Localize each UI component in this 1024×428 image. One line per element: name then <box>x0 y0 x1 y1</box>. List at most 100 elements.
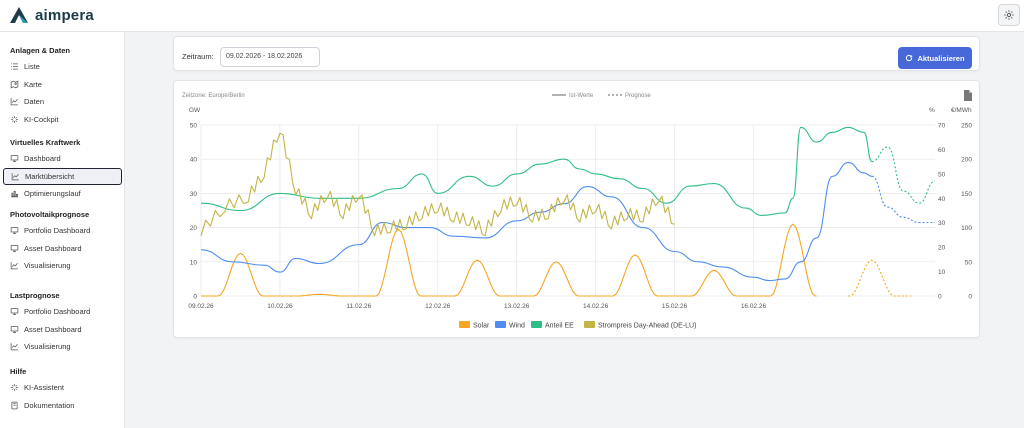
sidebar-item-portfolio-dashboard[interactable]: Portfolio Dashboard <box>3 303 122 320</box>
sidebar-item-label: Visualisierung <box>24 261 71 270</box>
legend-label: Anteil EE <box>545 323 574 330</box>
date-range-input[interactable]: 09.02.2026 - 18.02.2026 <box>220 47 320 67</box>
right-tick-label-percent: 30 <box>938 220 946 227</box>
sidebar-item-visualisierung[interactable]: Visualisierung <box>3 338 122 355</box>
chart-card: Zeitzone: Europe/Berlin Ist-Werte Prognose… <box>173 80 980 338</box>
sidebar-item-visualisierung[interactable]: Visualisierung <box>3 257 122 274</box>
sidebar-item-karte[interactable]: Karte <box>3 76 122 93</box>
sidebar-item-label: Portfolio Dashboard <box>24 307 91 316</box>
x-tick-label: 13.02.26 <box>504 303 530 310</box>
monitor-icon <box>10 227 19 234</box>
chart-icon <box>10 343 18 351</box>
refresh-icon <box>906 54 913 62</box>
sidebar-item-label: KI-Assistent <box>24 383 65 392</box>
sidebar-item-portfolio-dashboard[interactable]: Portfolio Dashboard <box>3 222 122 239</box>
left-tick-label: 30 <box>190 191 198 198</box>
series-line-anteil-ee <box>200 126 873 216</box>
legend-label: Wind <box>509 323 525 330</box>
filter-card: Zeitraum: 09.02.2026 - 18.02.2026 Aktual… <box>173 36 980 71</box>
sidebar-item-dokumentation[interactable]: Dokumentation <box>3 397 122 414</box>
right-tick-label-percent: 0 <box>938 294 942 301</box>
top-bar: aimpera <box>0 0 1024 32</box>
sidebar-item-dashboard[interactable]: Dashboard <box>3 150 122 167</box>
sidebar-item-label: Dashboard <box>24 154 61 163</box>
sidebar-section-title: Virtuelles Kraftwerk <box>10 138 81 147</box>
sidebar-section-title: Hilfe <box>10 367 27 376</box>
right-tick-label-price: 0 <box>968 294 972 301</box>
x-tick-label: 16.02.26 <box>741 303 767 310</box>
sidebar-item-daten[interactable]: Daten <box>3 93 122 110</box>
legend-swatch <box>495 321 506 328</box>
bar-chart-icon <box>11 190 18 198</box>
legend-label: Strompreis Day-Ahead (DE-LU) <box>598 323 696 330</box>
sidebar-item-ki-assistent[interactable]: KI-Assistent <box>3 379 122 396</box>
legend-swatch <box>584 321 595 328</box>
sidebar-item-optimierungslauf[interactable]: Optimierungslauf <box>3 185 122 202</box>
sidebar-item-label: Dokumentation <box>24 400 75 410</box>
timezone-label: Zeitzone: Europe/Berlin <box>182 93 245 99</box>
series-forecast-anteil-ee <box>871 146 936 204</box>
legend-swatch <box>459 321 470 328</box>
sidebar-section-title: Anlagen & Daten <box>10 46 71 55</box>
sidebar-item-label: Optimierungslauf <box>24 189 81 198</box>
chart-icon <box>11 172 19 180</box>
right-tick-label-percent: 40 <box>938 196 946 203</box>
app-name: aimpera <box>35 6 94 24</box>
right-axis-unit-price: €/MWh <box>951 107 972 114</box>
left-tick-label: 10 <box>190 259 198 266</box>
series-line-wind <box>200 162 872 282</box>
right-axis-unit-percent: % <box>929 107 935 114</box>
sidebar: Anlagen & Daten Liste Karte Daten KI-Cockpit… <box>0 32 125 428</box>
series-forecast-solar <box>848 259 912 297</box>
x-tick-label: 11.02.26 <box>346 303 371 310</box>
book-icon <box>11 401 18 409</box>
sidebar-item-ki-cockpit[interactable]: KI-Cockpit <box>3 111 122 128</box>
chart-icon <box>10 262 18 270</box>
right-tick-label-percent: 60 <box>938 147 946 154</box>
right-tick-label-price: 250 <box>961 123 972 130</box>
settings-button[interactable] <box>998 4 1020 26</box>
sidebar-item-label: Marktübersicht <box>25 171 75 181</box>
gear-icon <box>1004 10 1014 20</box>
sidebar-item-label: Daten <box>24 97 45 106</box>
refresh-button-label: Aktualisieren <box>917 53 965 63</box>
sidebar-item-label: KI-Cockpit <box>24 114 59 124</box>
list-icon <box>11 63 18 70</box>
monitor-icon <box>10 244 19 252</box>
market-chart: Zeitzone: Europe/Berlin Ist-Werte Prognose… <box>182 90 973 330</box>
right-tick-label-price: 200 <box>961 157 972 164</box>
sidebar-section-title: Lastprognose <box>10 291 60 300</box>
right-tick-label-percent: 70 <box>938 123 946 130</box>
right-tick-label-percent: 50 <box>938 171 946 178</box>
right-tick-label-price: 100 <box>961 225 972 232</box>
sidebar-item-label: Asset Dashboard <box>24 243 82 253</box>
right-tick-label-price: 50 <box>965 259 973 266</box>
sidebar-item-label: Visualisierung <box>24 342 71 351</box>
series-line-strompreis-day-ahead-de-lu- <box>200 132 675 237</box>
sidebar-item-label: Liste <box>24 62 40 71</box>
sidebar-item-marktübersicht[interactable]: Marktübersicht <box>3 167 122 185</box>
right-tick-label-percent: 20 <box>938 245 946 252</box>
aimpera-logo-icon <box>10 7 28 23</box>
x-tick-label: 12.02.26 <box>425 303 451 310</box>
sidebar-item-asset-dashboard[interactable]: Asset Dashboard <box>3 321 122 338</box>
sidebar-item-liste[interactable]: Liste <box>3 58 122 75</box>
map-icon <box>10 80 19 88</box>
sidebar-item-label: Asset Dashboard <box>24 324 82 334</box>
monitor-icon <box>10 325 19 333</box>
sparkle-icon <box>11 115 18 123</box>
legend-label: Solar <box>473 323 490 330</box>
right-tick-label-percent: 10 <box>938 269 946 276</box>
x-tick-label: 10.02.26 <box>267 303 293 310</box>
left-tick-label: 50 <box>190 123 198 130</box>
monitor-icon <box>10 308 19 315</box>
refresh-button[interactable]: Aktualisieren <box>898 47 972 69</box>
document-icon <box>964 90 972 101</box>
sidebar-item-asset-dashboard[interactable]: Asset Dashboard <box>3 240 122 257</box>
sparkle-icon <box>11 384 18 391</box>
app-logo[interactable]: aimpera <box>8 6 94 24</box>
sidebar-item-label: Portfolio Dashboard <box>24 226 91 235</box>
left-tick-label: 40 <box>190 157 198 164</box>
series-line-solar <box>201 223 817 297</box>
sidebar-item-label: Karte <box>24 79 42 89</box>
